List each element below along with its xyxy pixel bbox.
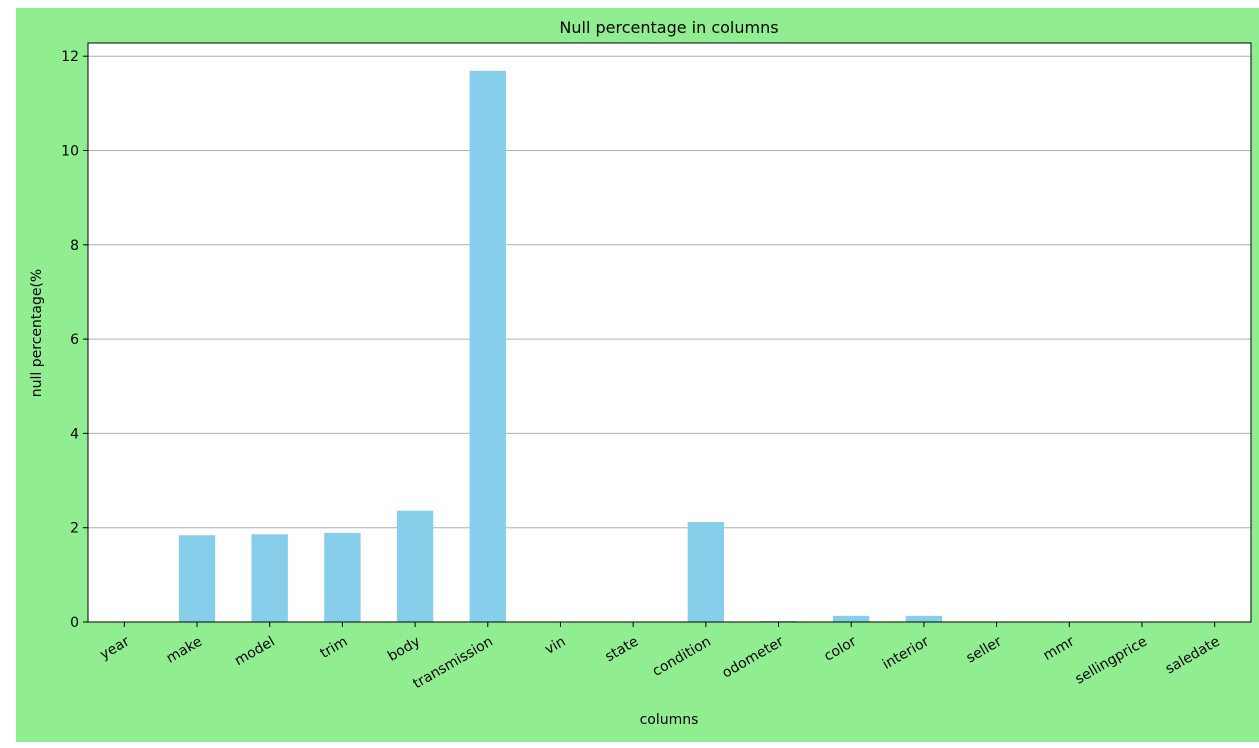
chart-title: Null percentage in columns [559, 18, 778, 37]
plot-area [88, 43, 1251, 622]
y-tick-label: 12 [61, 49, 79, 65]
y-tick-label: 2 [70, 521, 79, 537]
bars [178, 70, 943, 622]
bar-condition [687, 522, 725, 622]
y-tick-label: 6 [70, 332, 79, 348]
bar-make [178, 535, 216, 622]
bar-interior [905, 615, 943, 622]
y-axis-label: null percentage(% [29, 269, 45, 397]
y-tick-label: 10 [61, 144, 79, 160]
y-axis-ticks: 0 2 4 6 8 10 12 [61, 49, 88, 631]
axes-frame [87, 42, 1252, 623]
bar-model [251, 534, 288, 622]
x-axis-label: columns [640, 712, 699, 728]
y-tick-label: 0 [70, 615, 79, 631]
axes-spines [87, 42, 1252, 623]
y-tick-label: 4 [70, 426, 79, 442]
bar-body [396, 510, 434, 622]
bar-transmission [469, 70, 506, 622]
bar-trim [324, 532, 361, 622]
bar-color [833, 615, 870, 622]
y-tick-label: 8 [70, 238, 79, 254]
